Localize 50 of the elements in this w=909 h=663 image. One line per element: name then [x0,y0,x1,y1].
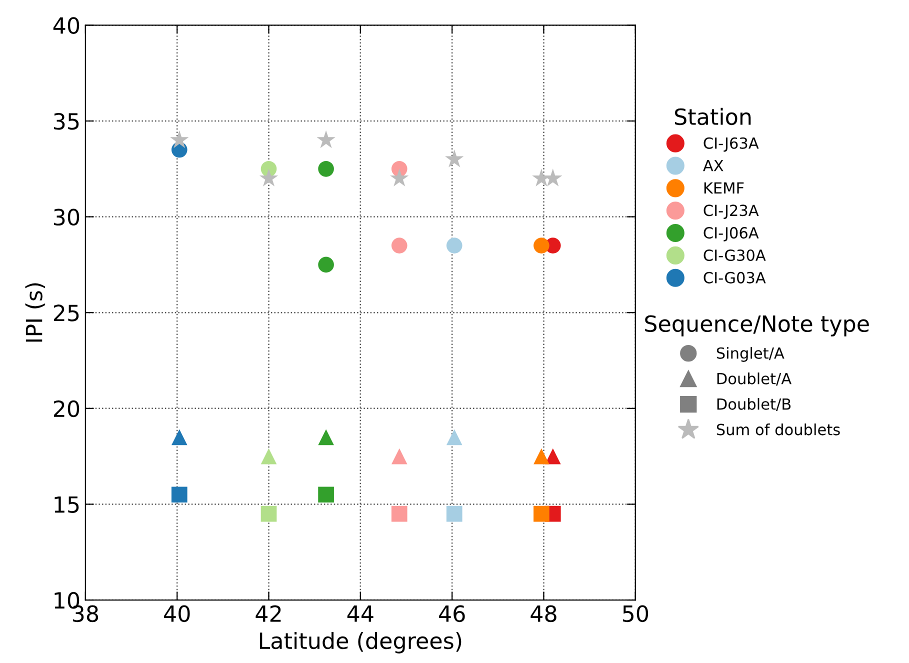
y-tick-label: 15 [54,496,79,513]
point [318,429,334,446]
y-tick-label: 40 [53,17,80,34]
legend-label: CI-J06A [704,227,759,242]
legend-label: CI-G03A [704,272,766,284]
point [446,506,462,522]
text: Station [674,108,751,126]
point [446,238,462,254]
y-tick-label: 30 [54,208,80,226]
point [259,168,278,186]
point [390,168,409,186]
x-tick-label: 42 [256,605,281,622]
point [318,256,334,273]
legend-label: CI-J23A [704,204,759,220]
point [534,238,550,254]
text: Sequence/Note type [645,315,869,336]
point [391,448,408,464]
point [534,506,550,522]
point [534,448,550,464]
legend-label: Sum of doublets [716,424,840,436]
x-tick-label: 46 [439,605,465,622]
point [171,429,188,446]
legend-label: CI-J63A [704,137,759,152]
point [170,130,189,148]
x-tick-label: 40 [164,605,190,622]
legend-label: CI-G30A [704,249,766,262]
point [171,486,188,503]
point [445,150,464,168]
x-tick-label: 44 [347,606,374,622]
point [316,130,336,148]
text: Doublet/B [717,398,791,412]
y-tick-label: 35 [54,112,79,130]
x-tick-label: 50 [622,605,648,622]
point [318,160,334,177]
point [391,238,408,254]
point [260,448,277,464]
text: Singlet/A [716,347,784,362]
point [544,448,561,464]
legend-label: AX [703,160,724,172]
x-axis-title: Latitude (degrees) [260,632,462,654]
y-axis-title: IPI (s) [25,283,46,342]
y-tick-label: 25 [54,304,79,322]
legend-label: KEMF [704,182,744,194]
point [391,506,408,522]
point [318,486,334,503]
point [260,506,277,522]
point [446,429,462,446]
y-tick-label: 20 [54,400,80,418]
text: Doublet/A [717,372,792,386]
x-tick-label: 48 [530,605,556,622]
